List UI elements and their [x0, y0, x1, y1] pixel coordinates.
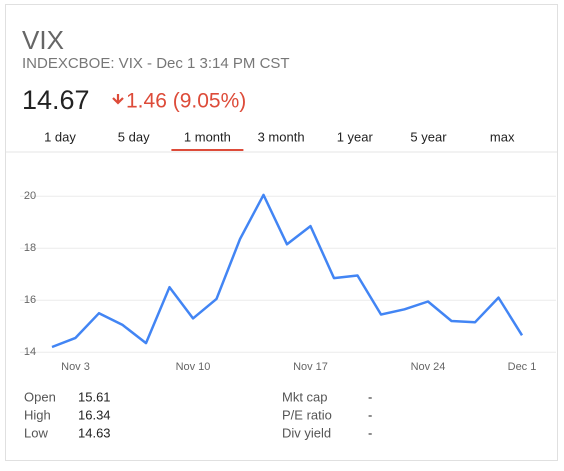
stat-value: - [368, 407, 372, 422]
tab[interactable]: max [490, 129, 515, 144]
x-tick-label: Nov 10 [176, 361, 211, 373]
tab[interactable]: 5 year [410, 129, 447, 144]
stat-value: 16.34 [78, 407, 111, 422]
tab[interactable]: 3 month [258, 129, 305, 144]
x-tick-label: Nov 17 [293, 361, 328, 373]
y-tick-label: 14 [24, 346, 36, 358]
tab[interactable]: 1 day [44, 129, 76, 144]
stat-label: P/E ratio [282, 407, 332, 422]
y-tick-label: 16 [24, 294, 36, 306]
stat-label: Div yield [282, 425, 331, 440]
x-tick-label: Dec 1 [508, 361, 537, 373]
stat-label: Open [24, 389, 56, 404]
tab[interactable]: 5 day [118, 129, 150, 144]
stat-value: - [368, 389, 372, 404]
tab[interactable]: 1 month [184, 129, 231, 144]
tab-underline [171, 149, 244, 151]
x-tick-label: Nov 3 [61, 361, 90, 373]
stat-value: 15.61 [78, 389, 111, 404]
stat-value: 14.63 [78, 425, 111, 440]
y-tick-label: 18 [24, 242, 36, 254]
stat-value: - [368, 425, 372, 440]
stat-label: Low [24, 425, 48, 440]
price: 14.67 [22, 85, 90, 115]
x-tick-label: Nov 24 [411, 361, 446, 373]
stat-label: Mkt cap [282, 389, 328, 404]
exchange-line: INDEXCBOE: VIX - Dec 1 3:14 PM CST [22, 55, 290, 72]
stat-label: High [24, 407, 51, 422]
tab[interactable]: 1 year [337, 129, 374, 144]
symbol: VIX [22, 25, 64, 55]
down-arrow [112, 94, 124, 105]
price-line [51, 193, 524, 349]
change: 1.46 (9.05%) [126, 90, 246, 113]
y-tick-label: 20 [24, 190, 36, 202]
